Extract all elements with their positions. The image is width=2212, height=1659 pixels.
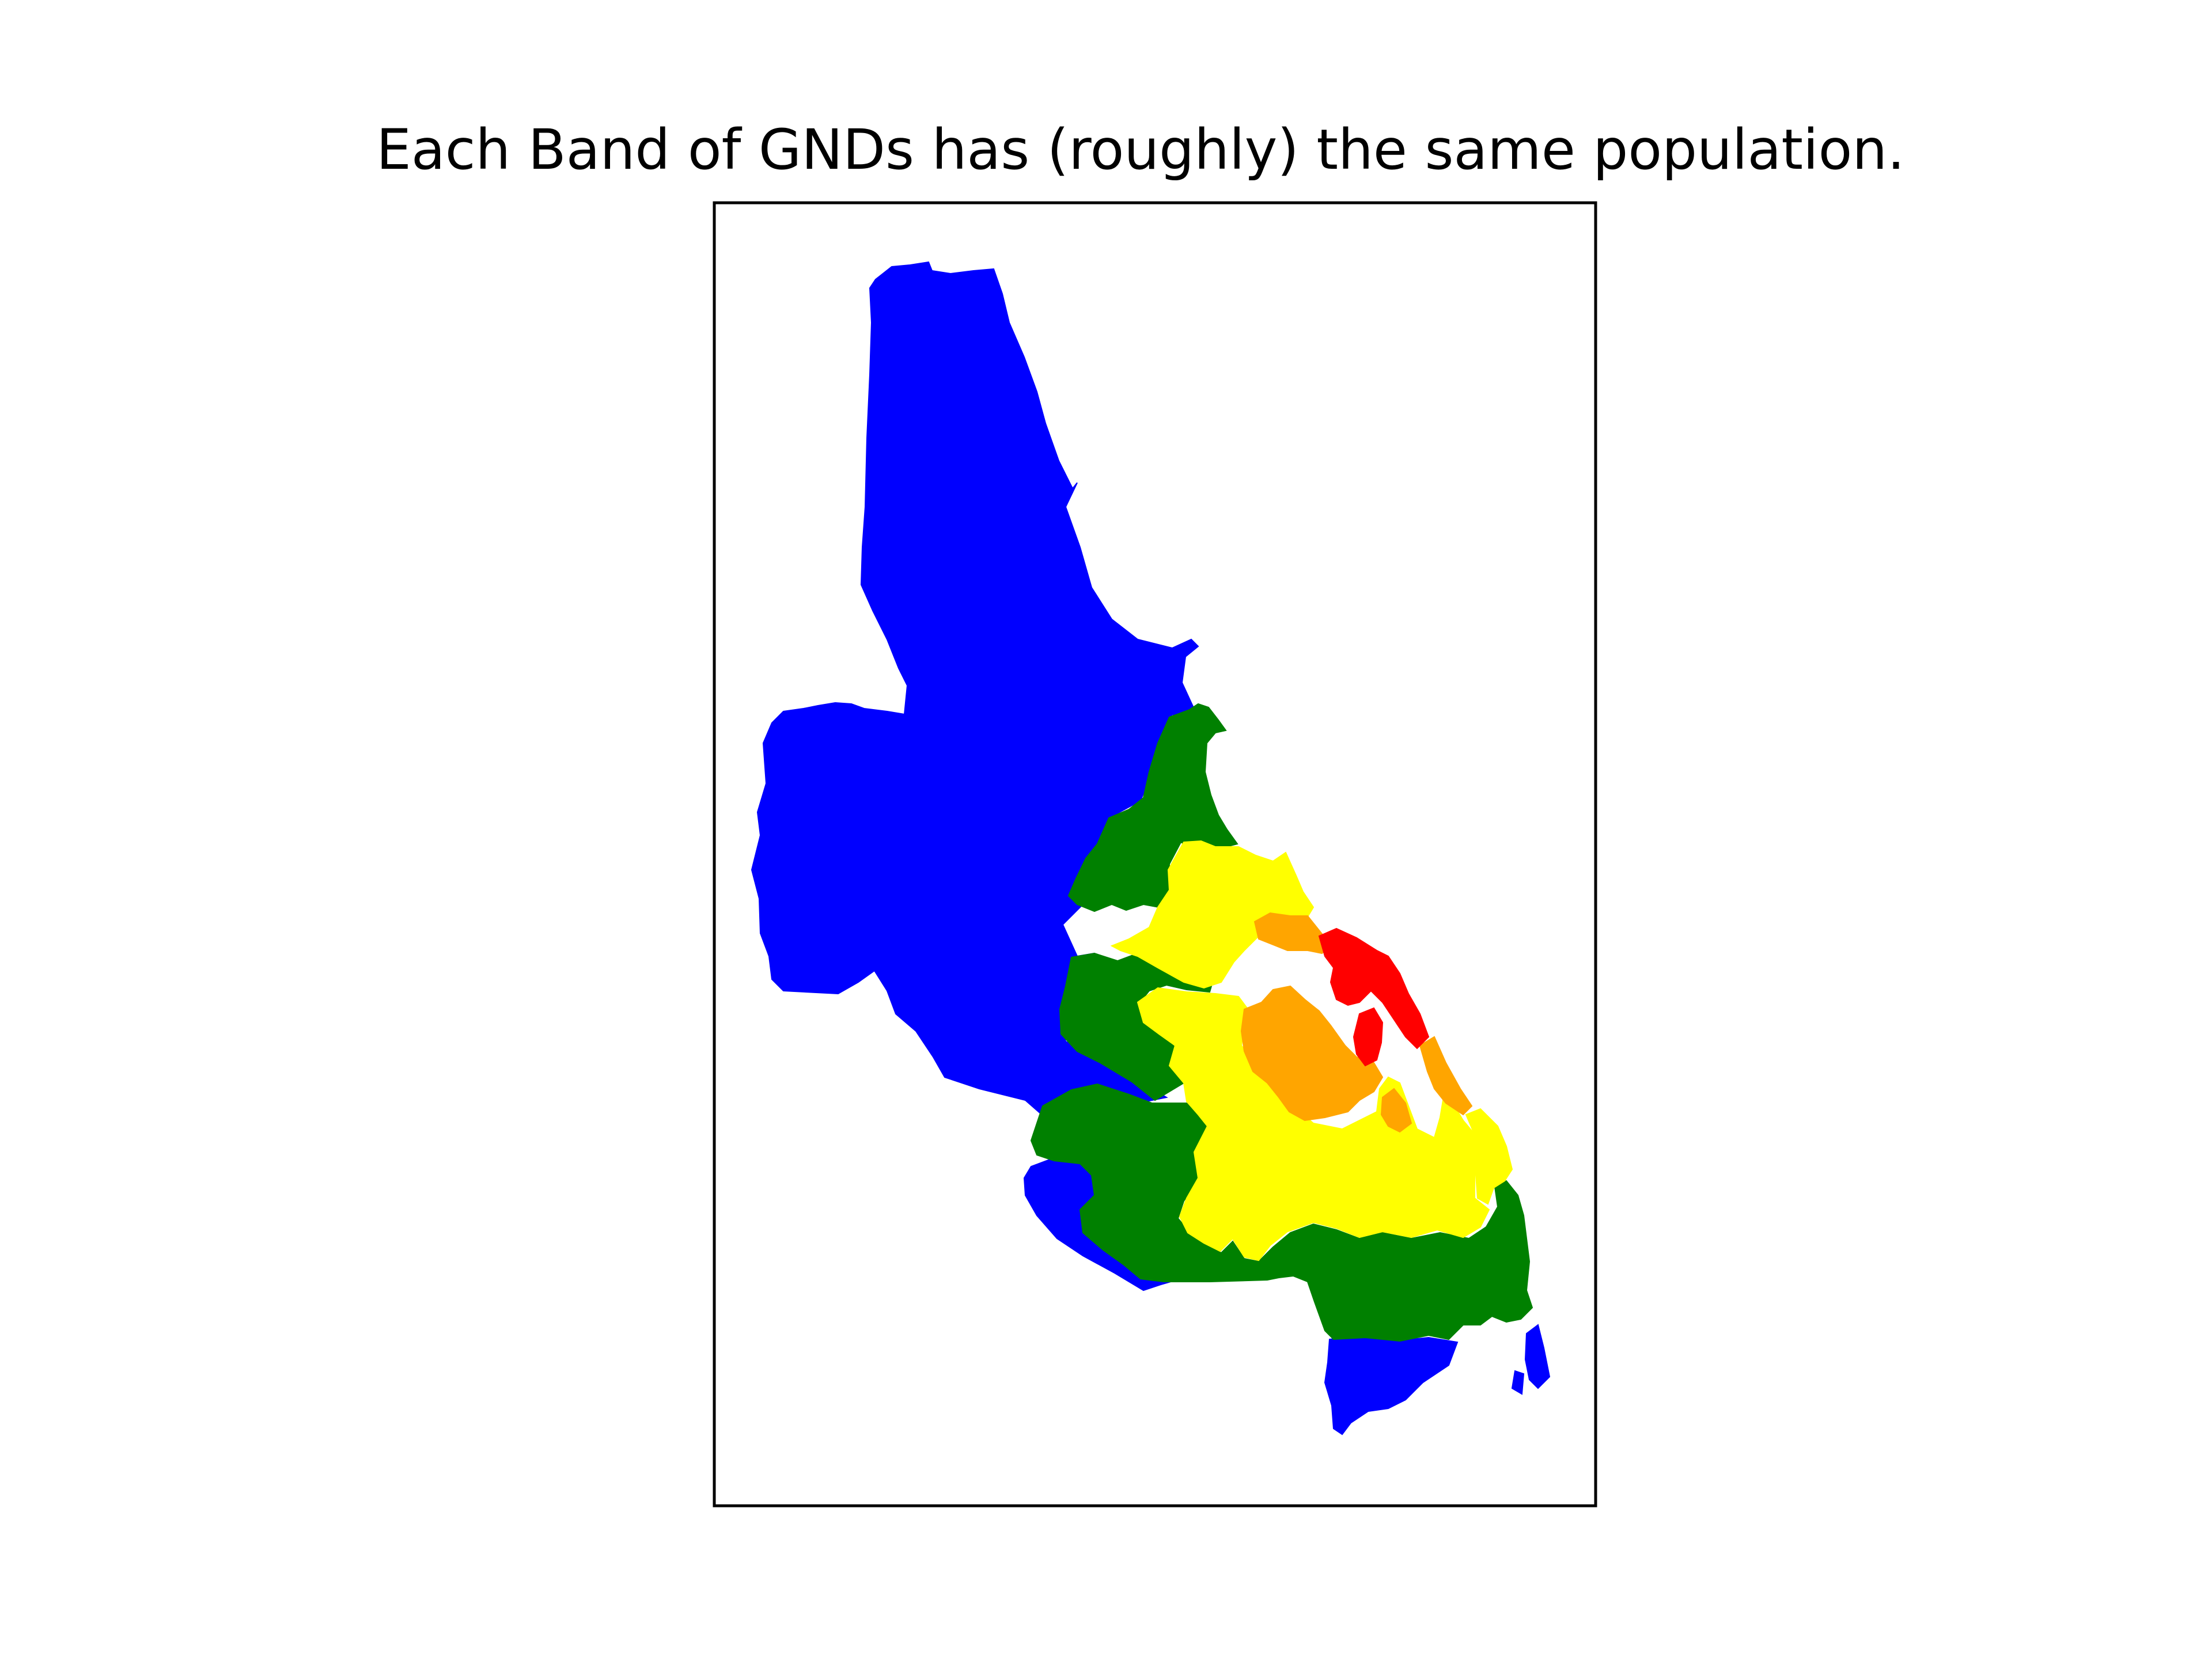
band-4-region-islet bbox=[1380, 1088, 1412, 1133]
band-5-region-island bbox=[1353, 1007, 1384, 1067]
band-1-region-south bbox=[1324, 1335, 1459, 1435]
band-3-region-east bbox=[1465, 1108, 1513, 1205]
band-2-region-lower bbox=[1030, 1083, 1533, 1342]
band-4-region-central bbox=[1240, 985, 1384, 1122]
band-3-region-upper bbox=[1110, 840, 1315, 989]
band-1-region-coastal-islets bbox=[1511, 1324, 1551, 1395]
map-title: Each Band of GNDs has (roughly) the same… bbox=[376, 118, 1905, 182]
band-5-region-core bbox=[1318, 927, 1430, 1050]
band-4-region-east bbox=[1419, 1036, 1473, 1116]
